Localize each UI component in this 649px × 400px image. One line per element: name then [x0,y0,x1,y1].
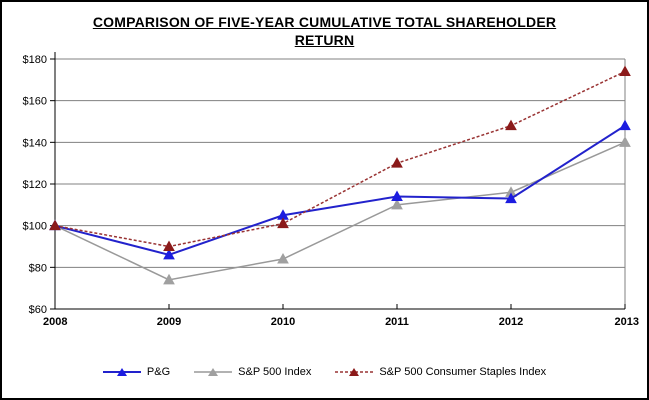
marker-p-g-2009 [163,248,175,260]
marker-s-p-500-index-2009 [163,273,175,285]
x-tick-label-2012: 2012 [499,316,523,328]
y-tick-label-120: $120 [23,179,47,191]
legend-marker-icon-s-p-500-index [194,368,233,376]
legend-item-s-p-500-index: S&P 500 Index [194,366,311,378]
marker-p-g-2012 [505,192,517,204]
y-tick-label-80: $80 [29,262,47,274]
x-tick-label-2008: 2008 [43,316,67,328]
marker-s-p-500-index-2011 [391,198,403,210]
x-tick-label-2010: 2010 [271,316,295,328]
marker-p-g-2013 [619,119,631,131]
legend-marker-icon-p-g [102,368,141,376]
legend-item-p-g: P&G [102,366,171,378]
x-tick-label-2011: 2011 [385,316,409,328]
series-line-s-p-500-consumer-staples-index [54,70,626,248]
marker-s-p-500-consumer-staples-index-2008 [49,219,61,231]
legend-label-p-g: P&G [146,366,171,378]
y-tick-label-60: $60 [29,304,47,316]
x-tick-label-2009: 2009 [157,316,181,328]
marker-s-p-500-consumer-staples-index-2010 [277,217,289,229]
marker-p-g-2011 [391,190,403,201]
y-tick-label-140: $140 [23,137,47,149]
marker-s-p-500-index-2010 [277,252,289,264]
legend-marker-icon-s-p-500-consumer-staples-index [335,368,374,376]
chart-title-line1: COMPARISON OF FIVE-YEAR CUMULATIVE TOTAL… [92,14,557,30]
series-line-p-g [54,124,626,256]
marker-s-p-500-consumer-staples-index-2013 [619,65,631,76]
marker-s-p-500-consumer-staples-index-2011 [391,157,403,168]
chart-title-line2: RETURN [294,32,355,49]
y-tick-label-180: $180 [23,54,47,66]
legend-label-s-p-500-index: S&P 500 Index [238,366,312,378]
chart-legend: P&G S&P 500 Index S&P 500 Consumer Staples… [2,366,647,378]
y-tick-label-160: $160 [23,96,47,108]
marker-s-p-500-consumer-staples-index-2009 [163,240,175,251]
legend-item-s-p-500-consumer-staples-index: S&P 500 Consumer Staples Index [335,366,546,378]
legend-label-s-p-500-consumer-staples-index: S&P 500 Consumer Staples Index [379,366,547,378]
y-tick-label-100: $100 [23,221,47,233]
series-line-s-p-500-index [54,141,626,281]
chart-title: COMPARISON OF FIVE-YEAR CUMULATIVE TOTAL… [2,13,647,49]
marker-s-p-500-index-2013 [619,136,631,147]
x-tick-label-2013: 2013 [615,316,639,328]
marker-s-p-500-consumer-staples-index-2012 [505,119,517,131]
